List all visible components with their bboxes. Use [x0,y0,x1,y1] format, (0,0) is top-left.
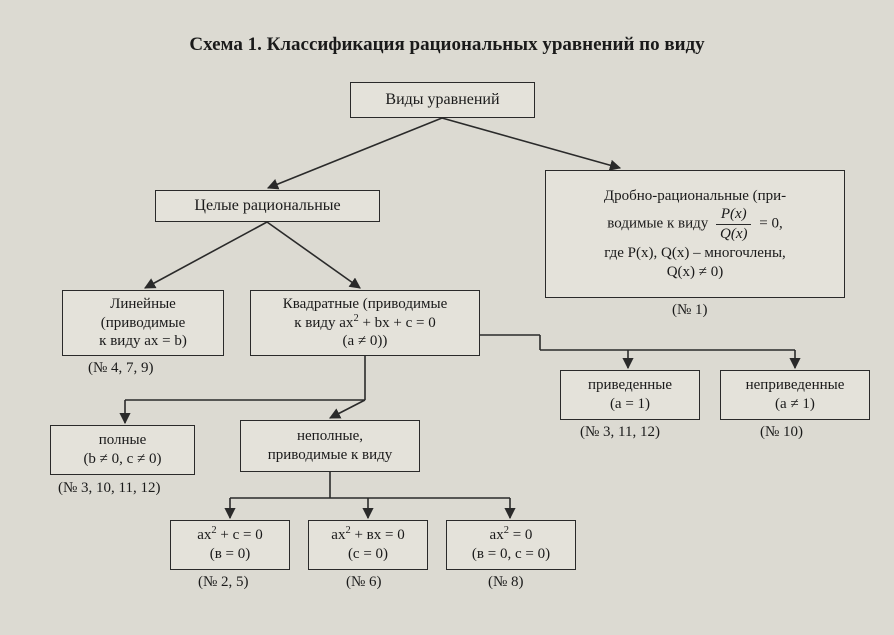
inc2-bot: (c = 0) [348,545,388,564]
unred-l1: неприведенные [746,376,845,395]
node-linear: Линейные (приводимые к виду ax = b) [62,290,224,356]
quad-l1: Квадратные (приводимые [283,295,448,314]
node-incomplete-case3: ax2 = 0 (в = 0, c = 0) [446,520,576,570]
linear-l1: Линейные [110,295,176,314]
node-whole-text: Целые рациональные [194,196,340,216]
node-root-text: Виды уравнений [385,90,499,110]
quad-l3: (a ≠ 0)) [343,332,388,351]
inc2-top: ax2 + вx = 0 [331,526,404,545]
fractional-line1: Дробно-рациональные (при- [604,187,786,206]
diagram-title: Схема 1. Классификация рациональных урав… [0,34,894,56]
node-whole-rational: Целые рациональные [155,190,380,222]
full-l1: полные [99,431,147,450]
node-unreduced: неприведенные (a ≠ 1) [720,370,870,420]
title-rest: Классификация рациональных уравнений по … [262,34,705,55]
caption-inc2: (№ 6) [346,574,382,591]
caption-inc1: (№ 2, 5) [198,574,249,591]
full-l2: (b ≠ 0, c ≠ 0) [83,450,161,469]
caption-unreduced: (№ 10) [760,424,803,441]
inc3-bot: (в = 0, c = 0) [472,545,550,564]
node-reduced: приведенные (a = 1) [560,370,700,420]
caption-inc3: (№ 8) [488,574,524,591]
caption-reduced: (№ 3, 11, 12) [580,424,660,441]
inc-l2: приводимые к виду [268,446,393,465]
node-incomplete-case2: ax2 + вx = 0 (c = 0) [308,520,428,570]
linear-l3: к виду ax = b) [99,332,187,351]
caption-full: (№ 3, 10, 11, 12) [58,480,161,497]
title-prefix: Схема 1. [189,34,262,55]
inc-l1: неполные, [297,427,363,446]
red-l1: приведенные [588,376,672,395]
unred-l2: (a ≠ 1) [775,395,815,414]
inc1-top: ax2 + c = 0 [197,526,263,545]
fractional-line4: Q(x) ≠ 0) [667,263,724,282]
red-l2: (a = 1) [610,395,650,414]
inc3-top: ax2 = 0 [490,526,533,545]
node-incomplete-quadratic: неполные, приводимые к виду [240,420,420,472]
caption-fractional: (№ 1) [672,302,708,319]
fractional-line2: водимые к виду P(x) Q(x) = 0, [607,205,782,244]
node-root: Виды уравнений [350,82,535,118]
node-quadratic: Квадратные (приводимые к виду ax2 + bx +… [250,290,480,356]
quad-l2: к виду ax2 + bx + c = 0 [294,314,435,333]
fraction-px-qx: P(x) Q(x) [716,205,751,244]
node-fractional-rational: Дробно-рациональные (при- водимые к виду… [545,170,845,298]
node-full-quadratic: полные (b ≠ 0, c ≠ 0) [50,425,195,475]
inc1-bot: (в = 0) [210,545,251,564]
linear-l2: (приводимые [101,314,186,333]
fractional-line3: где P(x), Q(x) – многочлены, [604,244,786,263]
caption-linear: (№ 4, 7, 9) [88,360,154,377]
node-incomplete-case1: ax2 + c = 0 (в = 0) [170,520,290,570]
